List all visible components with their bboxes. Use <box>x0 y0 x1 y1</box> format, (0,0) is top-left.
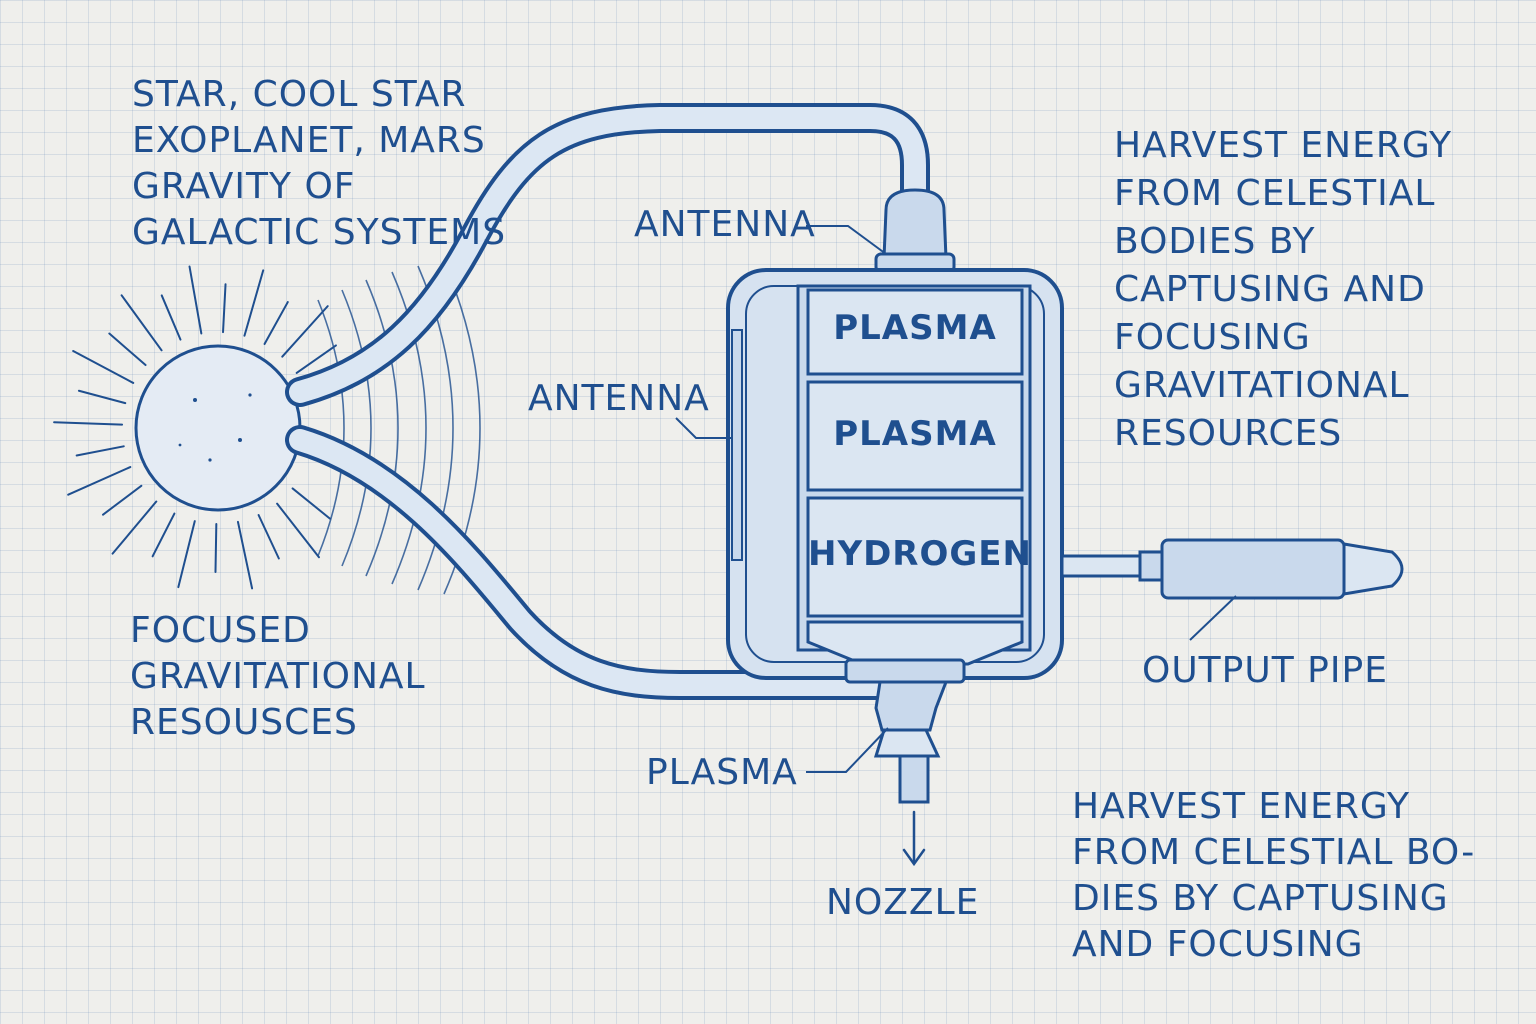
antenna-side-label: ANTENNA <box>528 378 710 419</box>
star-rays <box>53 265 337 590</box>
arrow-down-icon <box>902 810 926 867</box>
source-notes: STAR, COOL STAR EXOPLANET, MARS GRAVITY … <box>132 72 506 256</box>
star-ray <box>257 514 280 560</box>
description-line: DIES BY CAPTUSING <box>1072 878 1449 919</box>
source-note: STAR, COOL STAR <box>132 74 467 115</box>
description-line: RESOURCES <box>1114 413 1343 454</box>
chamber-compartments <box>806 288 1024 666</box>
description-line: CAPTUSING AND <box>1114 269 1426 310</box>
star-ray <box>75 445 125 457</box>
description-bottom: HARVEST ENERGY FROM CELESTIAL BO- DIES B… <box>1072 784 1475 968</box>
star-ray <box>120 294 163 352</box>
star-ray <box>222 283 227 334</box>
star-ray <box>77 389 127 405</box>
star-icon <box>134 344 302 512</box>
star-ray <box>151 512 176 558</box>
description-line: HARVEST ENERGY <box>1072 786 1410 827</box>
description-line: HARVEST ENERGY <box>1114 125 1452 166</box>
nozzle-label: NOZZLE <box>826 882 980 923</box>
description-line: FROM CELESTIAL BO- <box>1072 832 1476 873</box>
star-ray <box>291 487 331 520</box>
focus-note: RESOUSCES <box>130 702 358 743</box>
description-top: HARVEST ENERGY FROM CELESTIAL BODIES BY … <box>1114 122 1452 458</box>
chamber-layer-plasma-1: PLASMA <box>833 308 997 348</box>
star-ray <box>72 350 135 384</box>
star-ray <box>101 484 143 516</box>
leader-lines <box>675 225 1237 773</box>
source-note: EXOPLANET, MARS <box>132 120 486 161</box>
description-line: BODIES BY <box>1114 221 1316 262</box>
description-line: FROM CELESTIAL <box>1114 173 1436 214</box>
focus-note: GRAVITATIONAL <box>130 656 426 697</box>
star-ray <box>214 522 218 573</box>
star-ray <box>263 301 289 346</box>
description-line: FOCUSING <box>1114 317 1311 358</box>
antenna-top-label: ANTENNA <box>634 204 816 245</box>
description-line: GRAVITATIONAL <box>1114 365 1410 406</box>
star-ray <box>276 502 320 559</box>
star-ray <box>295 344 337 374</box>
star-ray <box>160 294 182 341</box>
star-ray <box>177 520 196 589</box>
focus-notes: FOCUSED GRAVITATIONAL RESOUSCES <box>130 608 426 746</box>
side-antenna-strip <box>731 329 743 561</box>
source-note: GRAVITY OF <box>132 166 356 207</box>
star-ray <box>111 500 158 555</box>
star-ray <box>108 332 147 367</box>
chamber-layer-hydrogen: HYDROGEN <box>808 534 1032 574</box>
description-line: AND FOCUSING <box>1072 924 1364 965</box>
chamber-layer-plasma-2: PLASMA <box>833 414 997 454</box>
plasma-nozzle-label: PLASMA <box>646 752 798 793</box>
star-ray <box>53 421 124 426</box>
output-pipe-icon <box>1060 538 1404 600</box>
star-ray <box>281 305 329 358</box>
star-ray <box>236 520 254 590</box>
star-ray <box>188 265 203 335</box>
star-ray <box>243 269 265 337</box>
output-pipe-label: OUTPUT PIPE <box>1142 650 1388 691</box>
star-ray <box>67 466 132 496</box>
nozzle-assembly <box>844 658 966 804</box>
focus-note: FOCUSED <box>130 610 311 651</box>
source-note: GALACTIC SYSTEMS <box>132 212 507 253</box>
antenna-connector <box>874 188 956 274</box>
